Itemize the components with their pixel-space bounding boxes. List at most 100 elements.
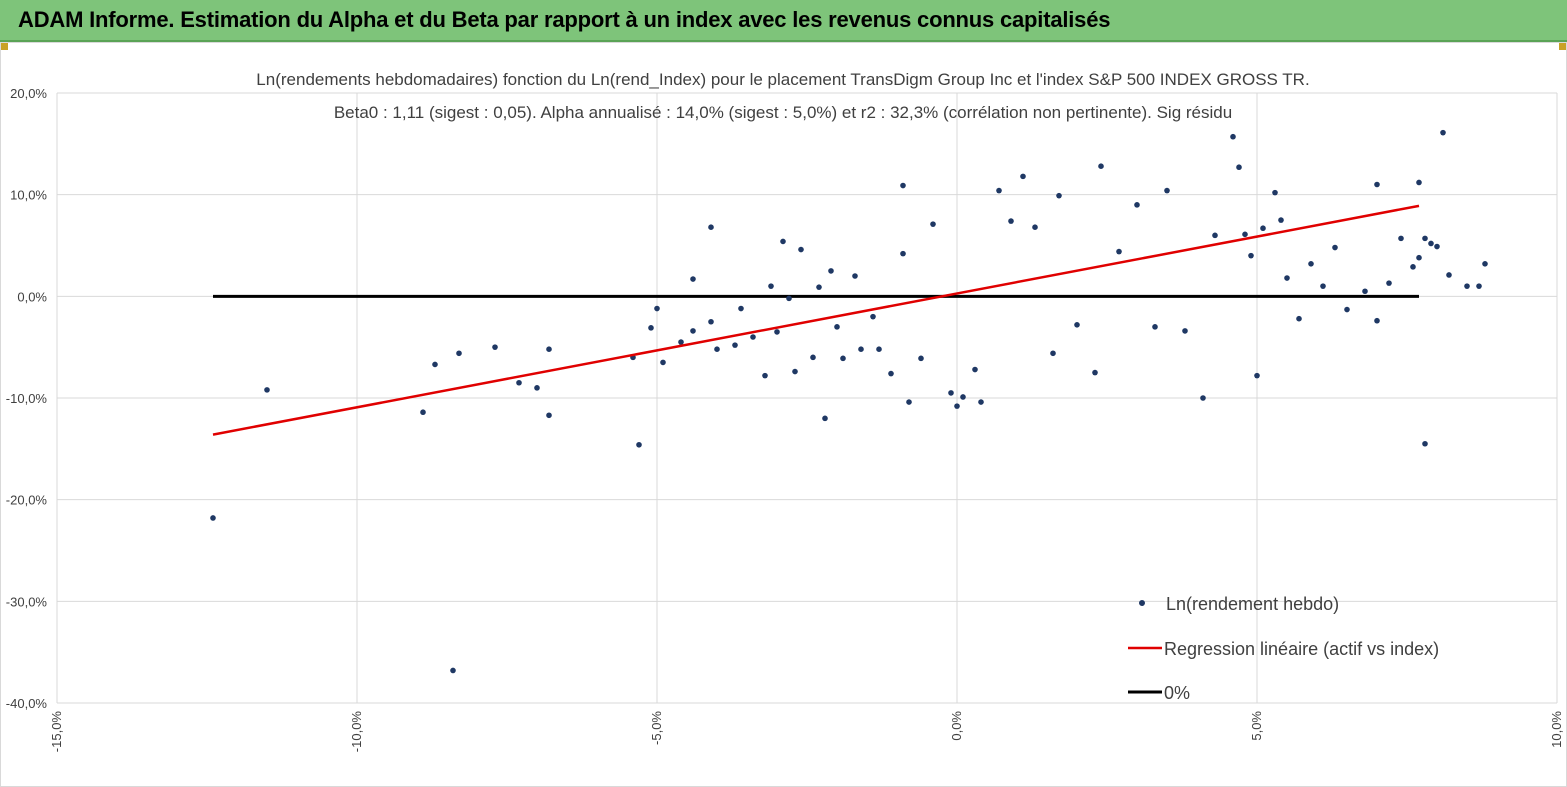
scatter-point: [546, 412, 552, 419]
scatter-point: [954, 403, 960, 409]
scatter-point: [1020, 173, 1026, 180]
scatter-point: [852, 273, 858, 279]
scatter-point: [648, 325, 654, 331]
scatter-point: [1074, 322, 1080, 328]
scatter-point: [1440, 129, 1446, 136]
scatter-point: [534, 385, 540, 391]
scatter-point: [996, 187, 1002, 194]
y-tick-label: -30,0%: [6, 594, 48, 609]
scatter-point: [930, 221, 936, 227]
scatter-point: [972, 366, 978, 373]
x-tick-label: -5,0%: [649, 711, 664, 745]
scatter-point: [1164, 187, 1170, 194]
chart-subtitle: Beta0 : 1,11 (sigest : 0,05). Alpha annu…: [334, 103, 1232, 122]
scatter-point: [1416, 179, 1422, 186]
scatter-point: [1230, 133, 1236, 140]
scatter-point: [774, 329, 780, 335]
scatter-point: [1428, 240, 1434, 247]
legend-label-zero: 0%: [1164, 683, 1190, 703]
y-tick-label: 0,0%: [17, 289, 47, 304]
scatter-point: [1284, 275, 1290, 281]
scatter-point: [918, 355, 924, 362]
chart-border: [0, 42, 1567, 787]
report-banner: ADAM Informe. Estimation du Alpha et du …: [0, 0, 1567, 42]
scatter-point: [516, 379, 522, 386]
scatter-point: [762, 372, 768, 379]
scatter-point: [660, 359, 666, 366]
scatter-point: [1422, 235, 1428, 242]
scatter-point: [1296, 315, 1302, 322]
scatter-point: [1482, 261, 1488, 267]
scatter-point: [834, 324, 840, 330]
scatter-point: [780, 238, 786, 245]
banner-corner-left: [0, 42, 8, 50]
x-tick-label: -15,0%: [49, 711, 64, 753]
scatter-point: [1410, 264, 1416, 270]
scatter-point: [1134, 202, 1140, 208]
scatter-point: [1032, 224, 1038, 230]
scatter-point: [1254, 372, 1260, 379]
scatter-point: [636, 441, 642, 448]
report-title: ADAM Informe. Estimation du Alpha et du …: [18, 7, 1111, 32]
scatter-point: [810, 354, 816, 361]
scatter-point: [870, 313, 876, 320]
scatter-point: [1236, 164, 1242, 171]
scatter-point: [420, 409, 426, 416]
scatter-point: [546, 346, 552, 353]
scatter-point: [1008, 218, 1014, 224]
scatter-point: [1200, 395, 1206, 401]
scatter-point: [1398, 235, 1404, 242]
scatter-point: [876, 346, 882, 353]
scatter-point: [816, 284, 822, 290]
scatter-point: [708, 318, 714, 325]
scatter-point: [1320, 283, 1326, 289]
scatter-point: [708, 224, 714, 230]
scatter-point: [264, 387, 270, 393]
scatter-point: [1260, 225, 1266, 232]
scatter-point: [714, 346, 720, 353]
y-tick-label: -20,0%: [6, 493, 48, 508]
scatter-point: [1374, 317, 1380, 324]
legend-label-scatter: Ln(rendement hebdo): [1166, 594, 1339, 614]
scatter-point: [678, 339, 684, 345]
scatter-point: [732, 342, 738, 348]
scatter-point: [960, 394, 966, 400]
scatter-point: [1344, 306, 1350, 313]
scatter-point: [1182, 328, 1188, 334]
scatter-point: [1332, 244, 1338, 251]
scatter-point: [900, 250, 906, 257]
scatter-point: [1242, 231, 1248, 238]
scatter-point: [786, 295, 792, 302]
scatter-chart: -40,0% -30,0% -20,0% -10,0% 0,0% 10,0% 20,0% -1…: [0, 42, 1567, 787]
scatter-point: [738, 305, 744, 312]
scatter-point: [1476, 283, 1482, 289]
scatter-point: [750, 334, 756, 340]
banner-corner-right: [1559, 42, 1567, 50]
y-tick-label: -40,0%: [6, 696, 48, 711]
scatter-point: [492, 344, 498, 350]
scatter-point: [450, 667, 456, 674]
scatter-point: [822, 415, 828, 422]
scatter-point: [1374, 181, 1380, 188]
y-tick-label: 20,0%: [10, 86, 47, 101]
scatter-point: [858, 346, 864, 353]
scatter-point: [1212, 232, 1218, 239]
y-tick-label: 10,0%: [10, 188, 47, 203]
scatter-point: [1308, 261, 1314, 267]
x-tick-label: 5,0%: [1249, 711, 1264, 741]
scatter-point: [1278, 217, 1284, 223]
scatter-point: [1386, 280, 1392, 286]
scatter-point: [948, 390, 954, 396]
scatter-point: [1446, 272, 1452, 278]
scatter-point: [210, 515, 216, 521]
scatter-point: [1116, 248, 1122, 255]
scatter-point: [1416, 254, 1422, 261]
scatter-point: [1092, 369, 1098, 376]
scatter-point: [1362, 288, 1368, 295]
scatter-point: [456, 350, 462, 357]
scatter-point: [1098, 163, 1104, 169]
scatter-point: [1056, 192, 1062, 199]
scatter-point: [690, 328, 696, 334]
scatter-point: [900, 182, 906, 189]
scatter-point: [1248, 252, 1254, 259]
